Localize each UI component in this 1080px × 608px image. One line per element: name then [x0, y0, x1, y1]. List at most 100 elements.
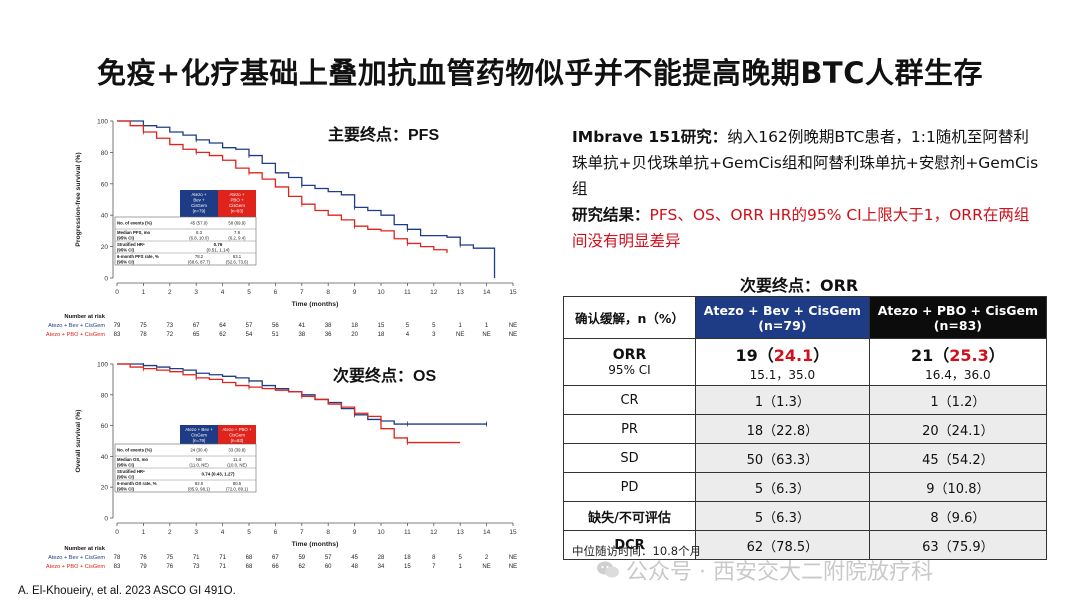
inset-pbo-value: 58 (69.9): [228, 221, 246, 226]
inset-hr-value: 0.74 (0.43, 1.27): [201, 472, 235, 477]
risk-value: 2: [485, 555, 489, 561]
orr-pbo-cell: 21（25.3） 16.4，36.0: [868, 338, 1048, 386]
x-tick-label: 7: [300, 529, 304, 536]
inset-pbo-value: 80.5: [233, 481, 242, 486]
x-tick-label: 3: [194, 529, 198, 536]
inset-head-bev-text: CisGem: [191, 203, 207, 208]
x-tick-label: 14: [483, 529, 491, 536]
x-axis-label: Time (months): [292, 301, 339, 308]
inset-row-label: Stratified HRᵃ: [117, 469, 145, 474]
inset-head-pbo: [218, 190, 256, 217]
inset-bev-value: NE: [196, 457, 202, 462]
risk-value: NE: [509, 323, 517, 329]
x-tick-label: 1: [142, 289, 146, 296]
y-tick-label: 100: [97, 119, 108, 126]
table-row: DCR 62（78.5） 63（75.9）: [563, 530, 1048, 560]
series-line-pbo: [117, 120, 448, 253]
inset-bev-value: (6.8, 10.0): [189, 235, 209, 240]
risk-value: 7: [432, 564, 436, 570]
y-axis-label: Progression-free survival (%): [75, 152, 82, 246]
inset-head-bev-text: (n=79): [193, 438, 206, 443]
risk-value: 78: [114, 555, 121, 561]
risk-value: 66: [272, 564, 279, 570]
inset-head-pbo-text: (n=83): [231, 438, 244, 443]
x-tick-label: 2: [168, 289, 172, 296]
inset-row-label: 6-month OS rate, %: [117, 481, 157, 486]
inset-bev-value: 78.2: [195, 254, 204, 259]
x-tick-label: 1: [142, 529, 146, 536]
risk-value: 67: [193, 323, 200, 329]
panel-title: 主要终点：PFS: [328, 125, 439, 144]
inset-head-pbo-text: Atezo + PBO +: [222, 427, 252, 432]
x-tick-label: 9: [353, 529, 357, 536]
inset-pbo-value: 33 (39.8): [228, 448, 246, 453]
risk-value: 18: [351, 323, 358, 329]
inset-head-pbo-text: (n=83): [231, 209, 244, 214]
inset-row-label: (95% CI): [117, 247, 135, 252]
x-tick-label: 6: [274, 529, 278, 536]
risk-value: 54: [246, 332, 253, 338]
risk-value: 38: [298, 332, 305, 338]
inset-head-bev-text: Atezo + Bev +: [185, 427, 213, 432]
inset-row-label: Median OS, mo: [117, 457, 148, 462]
risk-value: 34: [378, 564, 385, 570]
risk-value: 5: [406, 323, 410, 329]
y-tick-label: 0: [104, 516, 108, 523]
table-row: SD 50（63.3） 45（54.2）: [563, 443, 1048, 473]
orr-table: 确认缓解，n（%） Atezo + Bev + CisGem (n=79) Ate…: [563, 296, 1048, 560]
y-tick-label: 20: [101, 244, 109, 251]
risk-row-label: Atezo + PBO + CisGem: [46, 564, 105, 570]
inset-row-label: No. of events (%): [117, 221, 152, 226]
orr-header-label: 确认缓解，n（%）: [563, 296, 696, 339]
inset-pbo-value: 11.4: [233, 457, 242, 462]
inset-head-pbo-text: CisGem: [229, 203, 245, 208]
risk-value: 62: [219, 332, 226, 338]
inset-head-bev: [180, 190, 218, 217]
table-row: 缺失/不可评估 5（6.3） 8（9.6）: [563, 501, 1048, 531]
study-info: IMbrave 151研究：纳入162例晚期BTC患者，1:1随机至阿替利珠单抗…: [572, 124, 1042, 254]
risk-value: 60: [325, 564, 332, 570]
risk-row-label: Atezo + PBO + CisGem: [46, 332, 105, 338]
result-text: PFS、OS、ORR HR的95% CI上限大于1，ORR在两组间没有明显差异: [572, 206, 1030, 250]
risk-value: 72: [166, 332, 173, 338]
series-line-bev: [117, 120, 496, 278]
risk-value: 68: [246, 555, 253, 561]
x-tick-label: 11: [404, 289, 411, 296]
y-tick-label: 40: [101, 213, 109, 220]
risk-value: 65: [193, 332, 200, 338]
x-tick-label: 5: [247, 289, 251, 296]
orr-header-pbo: Atezo + PBO + CisGem (n=83): [868, 296, 1048, 339]
risk-value: 8: [432, 555, 436, 561]
risk-value: 5: [432, 323, 436, 329]
x-tick-label: 8: [326, 289, 330, 296]
risk-value: 76: [166, 564, 173, 570]
panel-title: 次要终点：OS: [333, 366, 436, 385]
risk-value: 73: [166, 323, 173, 329]
x-tick-label: 12: [430, 289, 438, 296]
risk-table-title: Number at risk: [64, 314, 105, 320]
x-tick-label: 15: [509, 529, 517, 536]
inset-row-label: 6-month PFS rate, %: [117, 254, 159, 259]
y-axis-label: Overall survival (%): [75, 409, 82, 472]
risk-value: 83: [114, 332, 121, 338]
risk-value: 78: [140, 332, 147, 338]
x-tick-label: 3: [194, 289, 198, 296]
x-tick-label: 2: [168, 529, 172, 536]
orr-label-cell: ORR 95% CI: [563, 338, 696, 386]
x-tick-label: 10: [377, 289, 385, 296]
inset-head-pbo: [218, 425, 256, 444]
risk-value: 15: [378, 323, 385, 329]
risk-value: 75: [166, 555, 173, 561]
followup-note: 中位随访时间：10.8个月: [572, 544, 702, 558]
x-tick-label: 12: [430, 529, 438, 536]
inset-hr-value: 0.76: [214, 242, 223, 247]
risk-value: 18: [404, 555, 411, 561]
risk-value: 56: [272, 323, 279, 329]
wechat-icon: [597, 561, 619, 578]
inset-bev-value: (11.0, NE): [189, 462, 209, 467]
x-tick-label: 0: [115, 289, 119, 296]
risk-value: 71: [219, 555, 226, 561]
x-tick-label: 5: [247, 529, 251, 536]
risk-value: 76: [140, 555, 147, 561]
